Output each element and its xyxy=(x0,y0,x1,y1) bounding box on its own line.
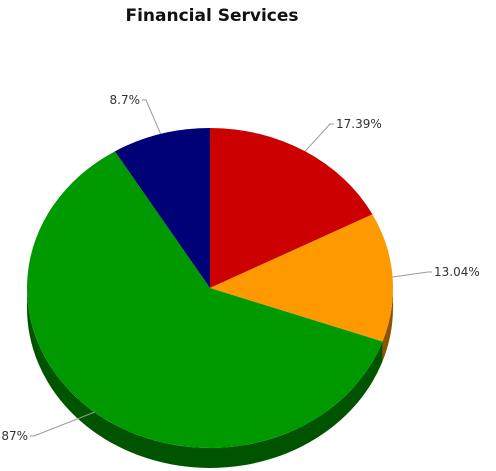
data-label: 17.39% xyxy=(336,117,382,131)
data-label: 8.7% xyxy=(110,93,141,107)
pie-slice xyxy=(114,128,210,288)
leader-line xyxy=(304,123,334,152)
leader-line xyxy=(30,411,95,437)
pie-slice-side xyxy=(382,288,393,362)
pie-slice xyxy=(210,214,393,342)
data-label: 60.87% xyxy=(0,429,28,443)
pie-slice xyxy=(210,128,373,288)
leader-line xyxy=(142,99,162,135)
chart-title: Financial Services xyxy=(125,6,299,26)
leader-line xyxy=(392,271,432,278)
data-label: 13.04% xyxy=(434,265,480,279)
pie-slice xyxy=(26,151,383,448)
